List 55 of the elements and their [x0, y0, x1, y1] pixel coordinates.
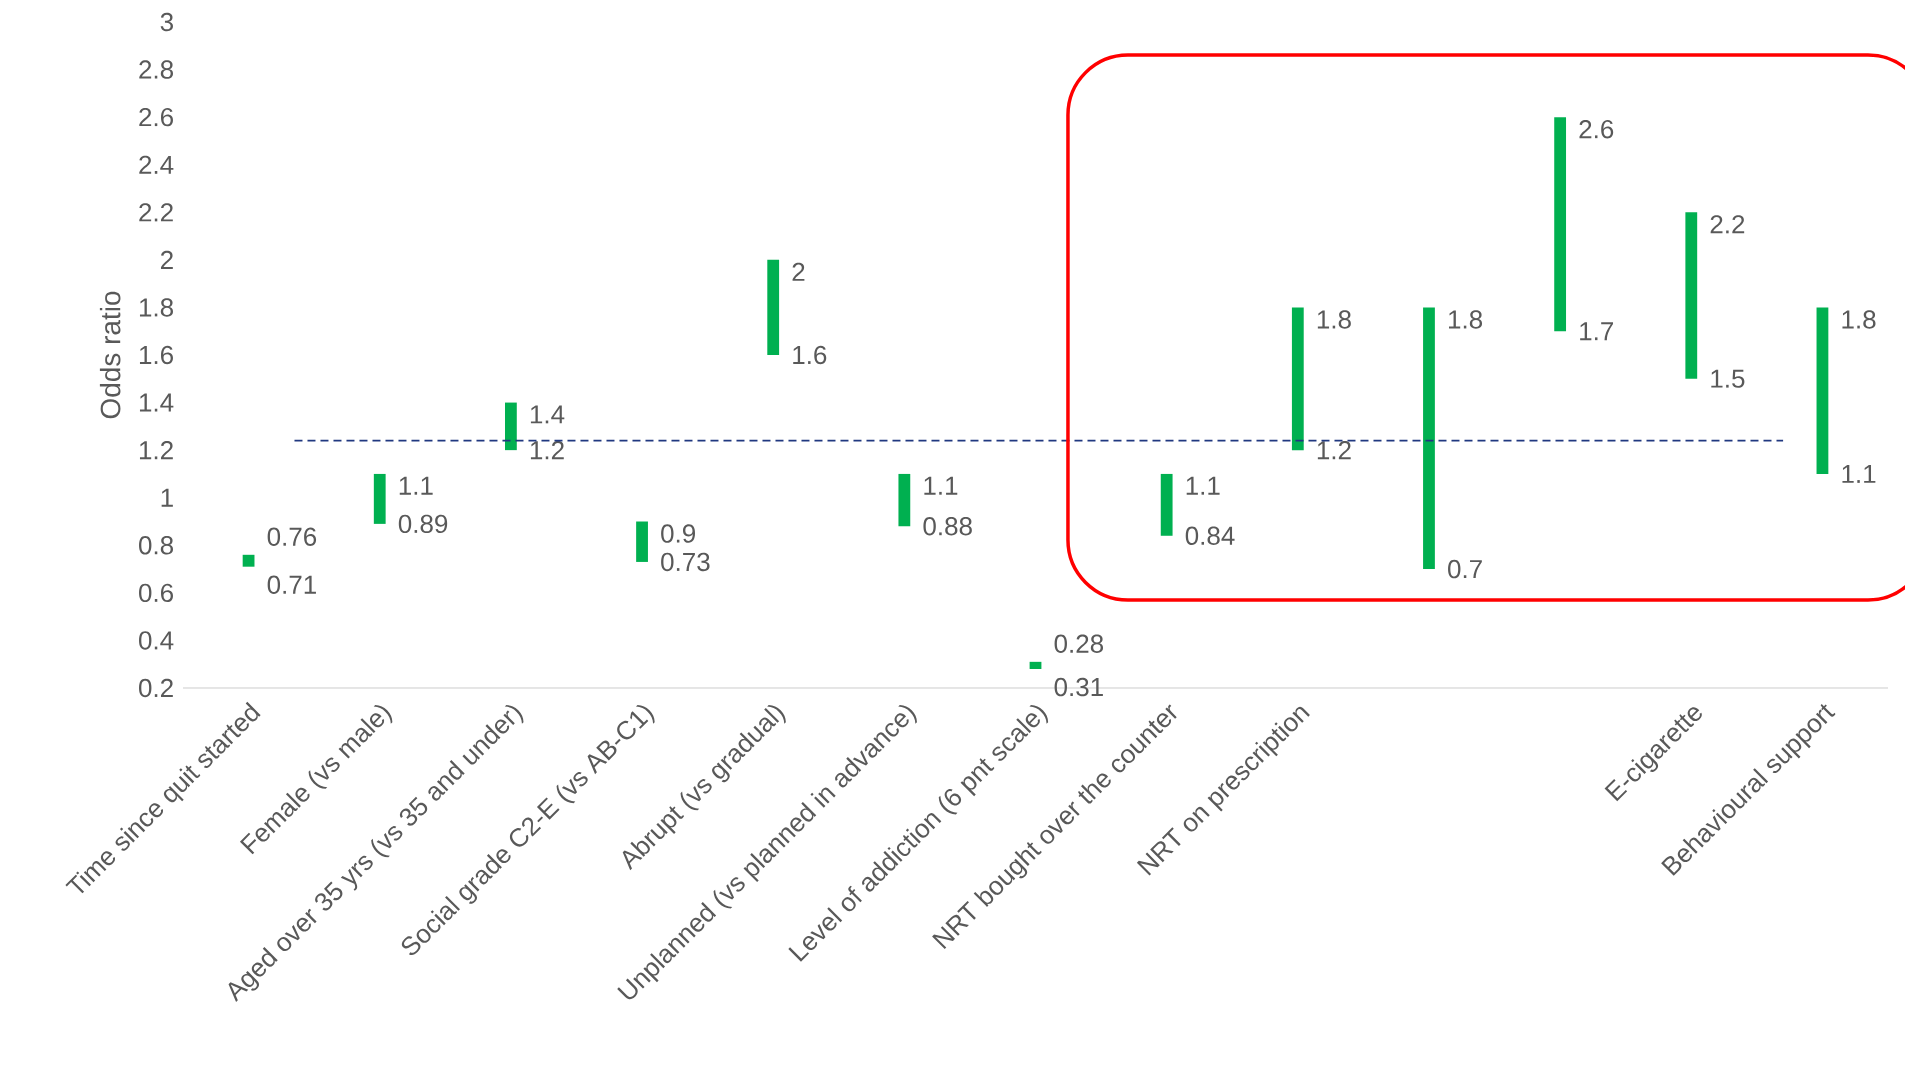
annotation: 1.1	[399, 476, 433, 495]
y-tick-label: 2.4	[139, 155, 174, 174]
y-tick-label: 0.4	[139, 631, 174, 650]
y-tick-label: 0.2	[139, 678, 173, 698]
y-tick-label: 1.4	[139, 393, 174, 412]
annotation: 1.8	[1317, 310, 1351, 329]
annotation: 1.7	[1580, 322, 1614, 341]
annotation: 1.6	[793, 345, 827, 365]
bar	[1029, 661, 1042, 669]
bar	[1685, 212, 1698, 379]
y-tick-label: 1	[161, 488, 173, 507]
annotation: 0.28	[1054, 634, 1104, 653]
annotation: 1.5	[1711, 369, 1745, 388]
annotation: 1.2	[1317, 441, 1351, 460]
annotation: 1.4	[530, 405, 565, 424]
annotation: 2.6	[1579, 120, 1614, 139]
annotation: 0.31	[1054, 677, 1103, 697]
y-tick-label: 1.6	[139, 345, 173, 365]
y-tick-label: 1.8	[139, 298, 173, 317]
y-axis-title: Odds ratio	[99, 291, 121, 419]
y-tick-label: 2.2	[139, 203, 173, 222]
annotation: 1.2	[530, 441, 564, 460]
annotation: 0.84	[1185, 526, 1235, 545]
annotation: 0.76	[267, 527, 317, 546]
y-tick-label: 2.6	[139, 107, 173, 127]
bar	[504, 402, 517, 451]
annotation: 1.1	[1186, 476, 1220, 495]
bar	[898, 473, 911, 527]
annotation: 0.89	[398, 514, 448, 534]
y-tick-label: 0.8	[139, 536, 173, 555]
annotation: 0.9	[661, 524, 696, 543]
annotation: 2	[792, 262, 805, 281]
bar	[1291, 307, 1304, 451]
annotation: 0.73	[661, 552, 710, 572]
y-tick-label: 0.6	[139, 583, 173, 603]
bar	[1816, 307, 1829, 474]
annotation: 0.88	[923, 517, 972, 536]
annotation: 1.8	[1449, 310, 1483, 329]
annotation: 1.1	[1842, 464, 1876, 483]
bar	[1554, 117, 1567, 332]
annotation: 0.7	[1448, 559, 1482, 579]
annotation: 0.71	[267, 575, 316, 594]
y-tick-label: 2.8	[139, 60, 173, 79]
bar	[1423, 307, 1435, 570]
bar	[767, 259, 780, 355]
annotation: 2.2	[1710, 215, 1745, 234]
bar	[1160, 473, 1173, 536]
annotation: 1.8	[1842, 310, 1876, 329]
bar	[242, 554, 255, 567]
bar	[636, 521, 648, 562]
y-tick-label: 1.2	[139, 441, 173, 460]
y-tick-label: 2	[160, 250, 173, 269]
bar	[373, 473, 386, 524]
annotation: 1.1	[924, 476, 958, 495]
y-tick-label: 3	[160, 12, 173, 32]
